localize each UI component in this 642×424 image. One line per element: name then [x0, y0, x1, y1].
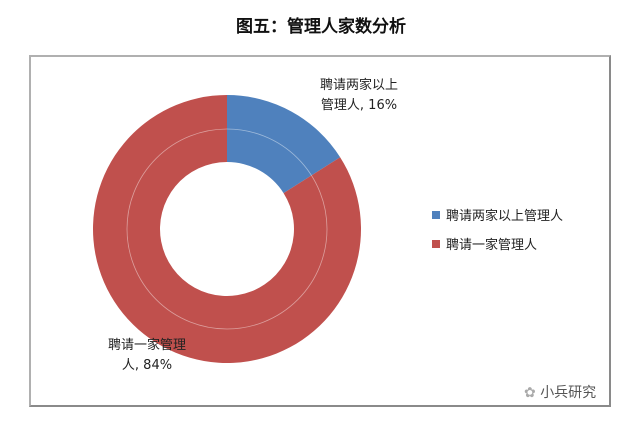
watermark: ✿ 小兵研究 — [524, 382, 597, 402]
data-label-line: 聘请一家管理 — [107, 338, 186, 353]
legend-item-two-plus: 聘请两家以上管理人 — [432, 205, 563, 224]
watermark-text: 小兵研究 — [540, 385, 597, 401]
legend-item-one: 聘请一家管理人 — [432, 234, 537, 253]
legend-swatch — [432, 210, 440, 219]
data-label-line: 管理人, 16% — [320, 98, 398, 113]
legend-label: 聘请两家以上管理人 — [446, 209, 564, 224]
donut-slice — [227, 95, 341, 194]
chart-frame — [29, 55, 611, 407]
chart-title: 图五：管理人家数分析 — [236, 17, 406, 37]
data-label-line: 人, 84% — [121, 358, 173, 373]
legend-label: 聘请一家管理人 — [446, 238, 538, 253]
data-label-line: 聘请两家以上 — [319, 78, 398, 93]
ring-separator — [126, 128, 328, 330]
data-label-one: 聘请一家管理 人, 84% — [88, 336, 206, 376]
donut-slice — [92, 95, 361, 363]
legend-swatch — [432, 239, 440, 248]
data-label-two-plus: 聘请两家以上 管理人, 16% — [300, 76, 418, 116]
wechat-icon: ✿ — [524, 385, 541, 401]
